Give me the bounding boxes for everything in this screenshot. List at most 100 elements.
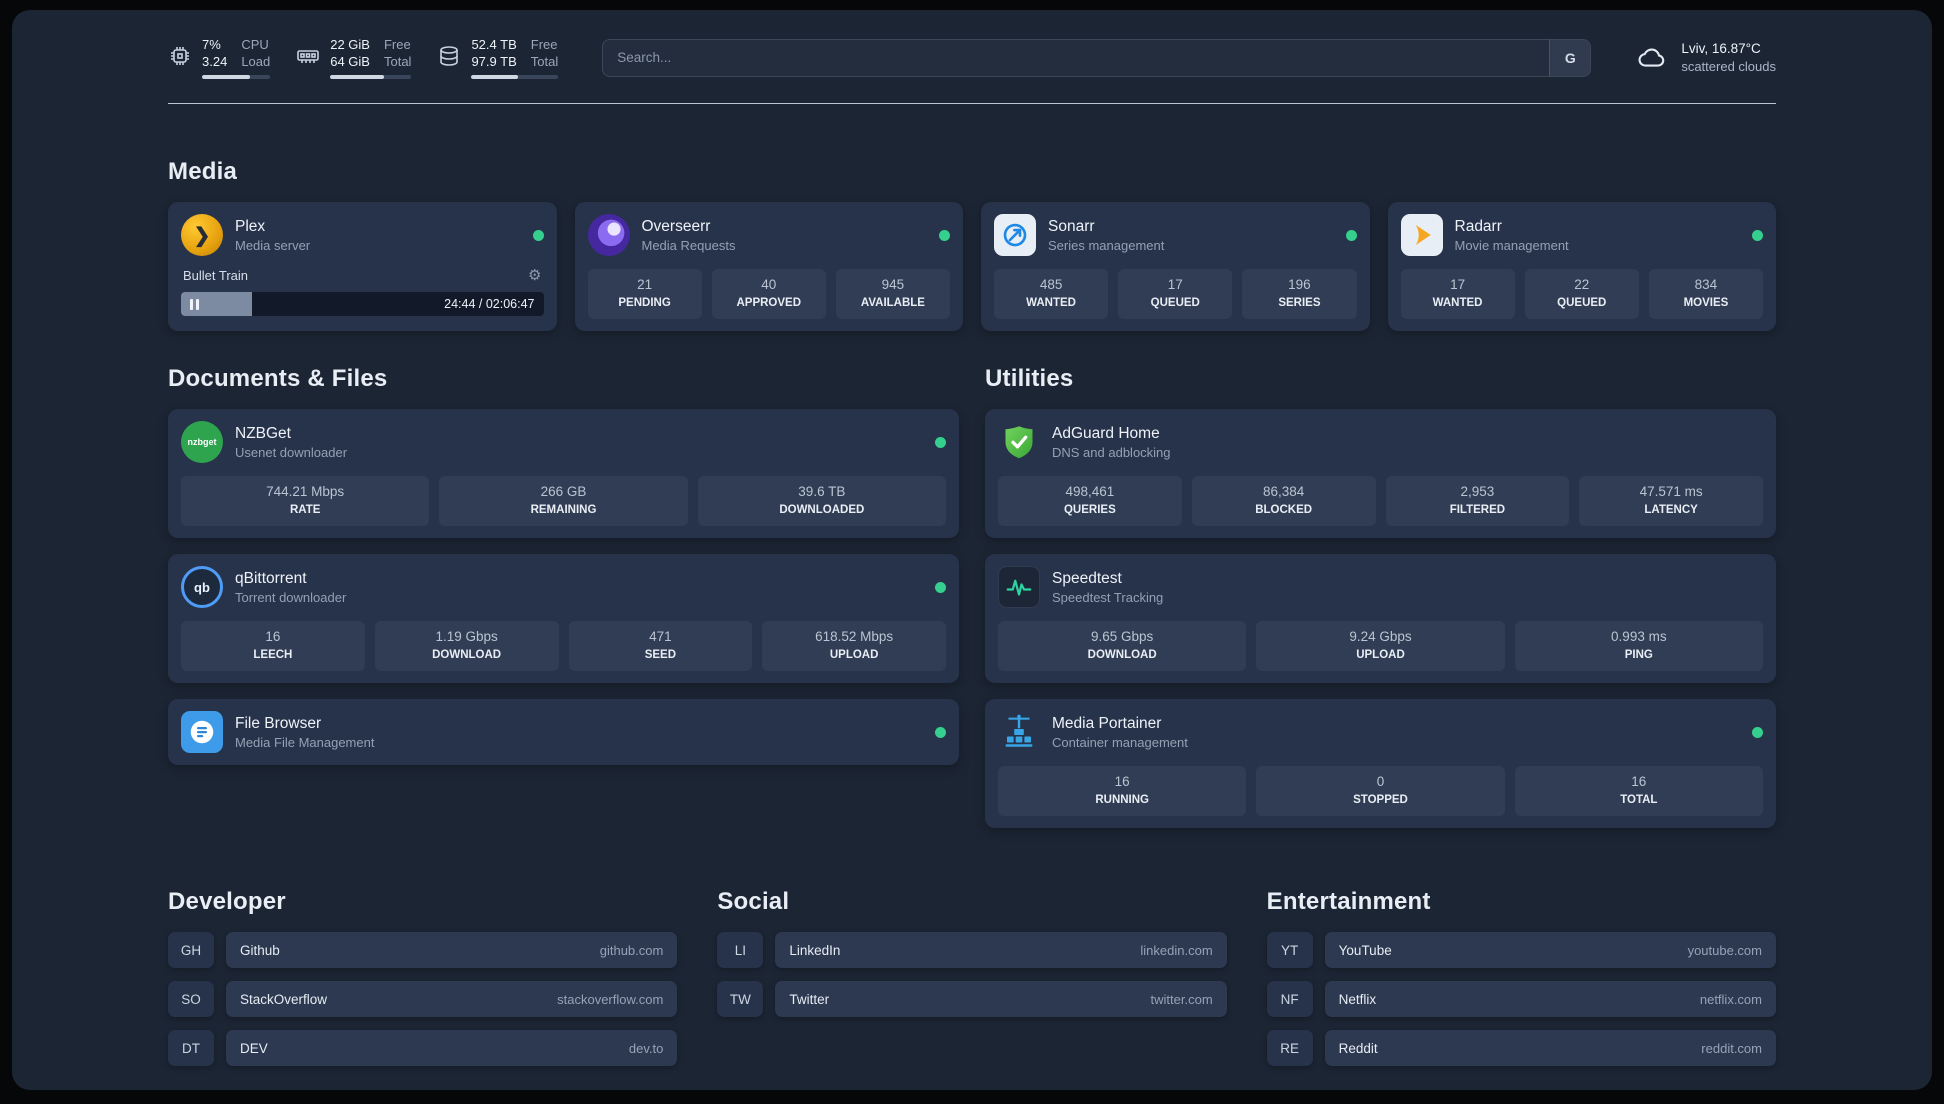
bookmark-group-developer: Developer GH Github github.com SO StackO… (168, 888, 678, 1066)
stat-label: DOWNLOAD (432, 649, 502, 661)
stat-label: STOPPED (1353, 794, 1408, 806)
service-link-adguard[interactable]: AdGuard Home DNS and adblocking (998, 421, 1763, 463)
card-portainer: Media Portainer Container management 16 … (985, 699, 1776, 828)
bookmark-twitter: TW Twitter twitter.com (717, 981, 1227, 1017)
service-link-plex[interactable]: ❯ Plex Media server (181, 214, 544, 256)
card-adguard: AdGuard Home DNS and adblocking 498,461 … (985, 409, 1776, 538)
gear-icon[interactable]: ⚙ (528, 267, 542, 284)
search-provider-button[interactable]: G (1549, 38, 1592, 77)
status-dot (939, 229, 950, 241)
cloud-icon (1638, 48, 1665, 67)
stat-label: WANTED (1432, 297, 1483, 309)
stat-available: 945 AVAILABLE (835, 269, 951, 319)
stat-label: RATE (289, 504, 321, 516)
cpu-widget: 7% 3.24 CPU Load (168, 36, 271, 79)
search-input[interactable] (602, 38, 1550, 77)
stat-series: 196 SERIES (1242, 269, 1357, 319)
pause-icon[interactable] (190, 298, 199, 310)
bookmark-link[interactable]: LinkedIn linkedin.com (775, 932, 1227, 968)
bookmark-link[interactable]: DEV dev.to (226, 1030, 678, 1066)
stat-total: 16 TOTAL (1514, 766, 1763, 816)
stat-value: 196 (1288, 277, 1311, 292)
service-link-portainer[interactable]: Media Portainer Container management (998, 711, 1763, 753)
overseerr-icon (587, 214, 630, 256)
service-link-qbittorrent[interactable]: qb qBittorrent Torrent downloader (181, 566, 946, 608)
bookmark-abbr: NF (1266, 981, 1313, 1017)
stat-label: FILTERED (1449, 504, 1506, 516)
bookmark-url: youtube.com (1687, 942, 1762, 958)
stat-queued: 22 QUEUED (1524, 269, 1639, 319)
middle-sections: Documents & Files nzbget NZBGet Usenet d… (168, 365, 1776, 828)
bookmark-abbr: DT (168, 1030, 214, 1066)
bookmark-name: Twitter (789, 991, 830, 1007)
service-desc: Torrent downloader (235, 589, 347, 605)
service-desc: Speedtest Tracking (1052, 589, 1164, 605)
section-title-documents: Documents & Files (168, 365, 388, 392)
memory-free-label: Free (383, 37, 411, 52)
stat-label: AVAILABLE (860, 297, 925, 309)
section-media: Media ❯ Plex Media server Bullet Train ⚙ (168, 158, 1776, 331)
service-link-sonarr[interactable]: Sonarr Series management (994, 214, 1357, 256)
service-desc: Media File Management (235, 734, 375, 750)
status-dot (935, 436, 946, 448)
service-name: AdGuard Home (1052, 424, 1160, 442)
cpu-label: CPU (241, 37, 269, 52)
bookmark-url: linkedin.com (1140, 942, 1213, 958)
stat-download: 1.19 Gbps DOWNLOAD (374, 621, 559, 671)
memory-total-label: Total (383, 54, 412, 69)
stat-queued: 17 QUEUED (1118, 269, 1233, 319)
bookmark-name: StackOverflow (240, 991, 328, 1007)
stat-value: 498,461 (1065, 484, 1115, 499)
status-dot (1345, 229, 1357, 241)
bookmark-abbr: GH (168, 932, 214, 968)
stat-value: 39.6 TB (798, 484, 846, 499)
bookmark-name: Reddit (1338, 1040, 1378, 1056)
bookmark-link[interactable]: Netflix netflix.com (1324, 981, 1776, 1017)
stats-row: 485 WANTED 17 QUEUED 196 SERIES (994, 269, 1357, 319)
service-name: Media Portainer (1052, 714, 1162, 732)
bookmark-link[interactable]: Github github.com (226, 932, 678, 968)
stat-value: 266 GB (540, 484, 587, 499)
playback-progress-bar[interactable]: 24:44 / 02:06:47 (181, 292, 544, 316)
service-link-radarr[interactable]: Radarr Movie management (1400, 214, 1763, 256)
service-link-filebrowser[interactable]: File Browser Media File Management (181, 711, 946, 753)
bookmark-group-entertainment: Entertainment YT YouTube youtube.com NF … (1266, 888, 1776, 1066)
stat-pending: 21 PENDING (587, 269, 702, 319)
stats-row: 17 WANTED 22 QUEUED 834 MOVIES (1400, 269, 1764, 319)
service-desc: Movie management (1454, 237, 1569, 253)
stat-label: LATENCY (1644, 504, 1698, 516)
stat-value: 16 (265, 629, 281, 644)
stat-rate: 744.21 Mbps RATE (181, 476, 430, 526)
portainer-icon (998, 711, 1040, 753)
bookmark-link[interactable]: Twitter twitter.com (775, 981, 1227, 1017)
stat-label: QUEUED (1557, 297, 1607, 309)
service-link-nzbget[interactable]: nzbget NZBGet Usenet downloader (181, 421, 946, 463)
status-dot (935, 726, 946, 738)
stat-value: 16 (1114, 774, 1130, 789)
bookmark-link[interactable]: YouTube youtube.com (1324, 932, 1776, 968)
now-playing-title: Bullet Train (183, 267, 249, 283)
weather-location: Lviv, 16.87°C (1681, 40, 1761, 56)
disk-free-value: 52.4 TB (471, 37, 517, 52)
bookmark-link[interactable]: Reddit reddit.com (1324, 1030, 1776, 1066)
stat-value: 17 (1450, 277, 1466, 292)
card-plex: ❯ Plex Media server Bullet Train ⚙ 24:44… (168, 202, 557, 331)
stat-label: QUERIES (1063, 504, 1116, 516)
service-desc: Container management (1052, 734, 1188, 750)
service-link-speedtest[interactable]: Speedtest Speedtest Tracking (998, 566, 1763, 608)
stat-value: 471 (649, 629, 672, 644)
bookmark-github: GH Github github.com (168, 932, 678, 968)
disk-free-label: Free (530, 37, 558, 52)
service-link-overseerr[interactable]: Overseerr Media Requests (587, 214, 950, 256)
radarr-icon (1400, 214, 1443, 256)
bookmark-link[interactable]: StackOverflow stackoverflow.com (226, 981, 678, 1017)
bookmark-name: YouTube (1338, 942, 1392, 958)
service-name: Plex (235, 217, 266, 235)
stats-row: 16 LEECH 1.19 Gbps DOWNLOAD 471 SEED 6 (181, 621, 946, 671)
cpu-load-label: Load (241, 54, 271, 69)
stat-upload: 618.52 Mbps UPLOAD (762, 621, 946, 671)
stat-remaining: 266 GB REMAINING (439, 476, 688, 526)
stat-value: 21 (637, 277, 653, 292)
bookmark-url: stackoverflow.com (557, 991, 664, 1007)
memory-free-value: 22 GiB (330, 37, 370, 52)
